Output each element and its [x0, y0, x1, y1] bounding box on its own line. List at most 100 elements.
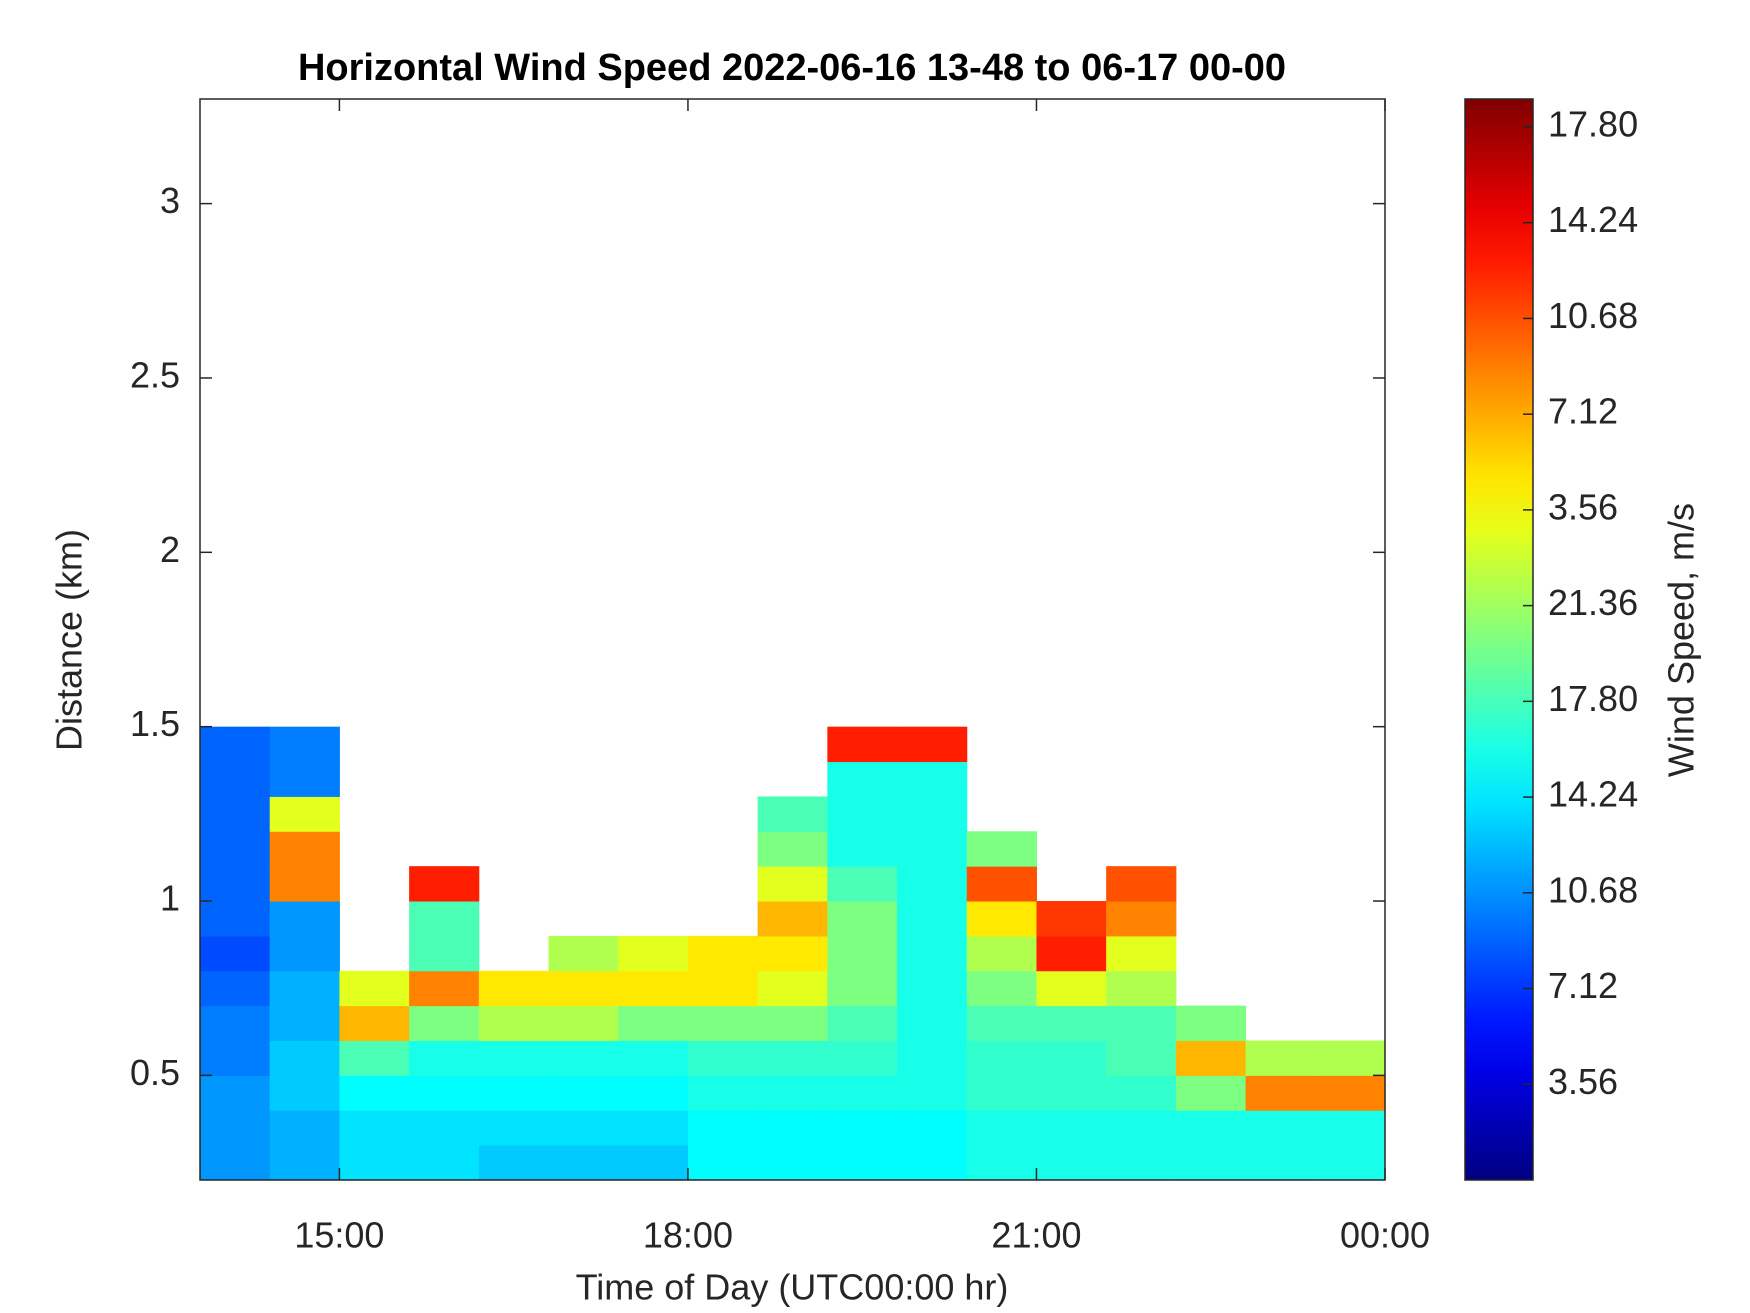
- colorbar-tick-label: 17.80: [1548, 103, 1638, 144]
- colorbar-tick-label: 17.80: [1548, 678, 1638, 719]
- heatmap-cell: [757, 970, 828, 1007]
- heatmap-cell: [966, 1110, 1037, 1146]
- heatmap-cell: [757, 831, 828, 867]
- heatmap-cell: [687, 1005, 759, 1042]
- heatmap-cell: [548, 1145, 619, 1181]
- heatmap-cell: [478, 1075, 550, 1111]
- heatmap-cell: [269, 901, 340, 937]
- heatmap-cell: [687, 1040, 759, 1076]
- heatmap-cell: [1106, 1075, 1177, 1111]
- heatmap-cell: [1106, 970, 1177, 1007]
- colorbar-tick-label: 10.68: [1548, 295, 1638, 336]
- colorbar-tick-label: 14.24: [1548, 199, 1638, 240]
- heatmap-cell: [618, 935, 689, 972]
- heatmap-cell: [757, 866, 828, 902]
- heatmap-cell: [1315, 1040, 1386, 1076]
- heatmap-cell: [200, 1075, 271, 1111]
- heatmap-cell: [966, 935, 1037, 972]
- heatmap-cell: [757, 1075, 828, 1111]
- colorbar-tick-label: 7.12: [1548, 391, 1618, 432]
- heatmap-cell: [200, 1110, 271, 1146]
- heatmap-cell: [339, 1075, 410, 1111]
- heatmap-cell: [897, 831, 968, 867]
- heatmap-cell: [897, 866, 968, 902]
- heatmap-cell: [827, 1145, 898, 1181]
- heatmap-cell: [200, 761, 271, 797]
- heatmap-cell: [757, 796, 828, 832]
- heatmap-cell: [200, 796, 271, 832]
- colorbar-tick-label: 7.12: [1548, 965, 1618, 1006]
- heatmap-cell: [1036, 1040, 1107, 1076]
- heatmap-cell: [897, 935, 968, 972]
- heatmap-cell: [269, 761, 340, 797]
- heatmap-cell: [687, 935, 759, 972]
- heatmap-cell: [269, 1005, 340, 1042]
- colorbar-tick-label: 21.36: [1548, 582, 1638, 623]
- heatmap-cell: [966, 866, 1037, 902]
- heatmap-cell: [827, 901, 898, 937]
- heatmap-cell: [1106, 901, 1177, 937]
- heatmap-cell: [687, 970, 759, 1007]
- heatmap-cell: [339, 1145, 410, 1181]
- heatmap-cell: [200, 726, 271, 763]
- heatmap-cell: [757, 1110, 828, 1146]
- heatmap-cell: [757, 901, 828, 937]
- heatmap-cell: [897, 796, 968, 832]
- x-tick-label: 18:00: [643, 1215, 733, 1256]
- colorbar-tick-label: 3.56: [1548, 486, 1618, 527]
- heatmap-cell: [1245, 1075, 1316, 1111]
- heatmap-cell: [409, 866, 480, 902]
- heatmap-cell: [478, 1110, 550, 1146]
- heatmap-cell: [339, 1110, 410, 1146]
- x-tick-label: 00:00: [1340, 1215, 1430, 1256]
- heatmap-cell: [339, 1005, 410, 1042]
- x-axis-label: Time of Day (UTC00:00 hr): [576, 1267, 1009, 1308]
- heatmap-cell: [827, 1110, 898, 1146]
- heatmap-cell: [897, 1005, 968, 1042]
- heatmap-cell: [269, 831, 340, 867]
- heatmap-cell: [827, 831, 898, 867]
- heatmap-cell: [966, 1075, 1037, 1111]
- heatmap-cell: [897, 726, 968, 763]
- heatmap-cell: [1175, 1005, 1247, 1042]
- heatmap-cell: [269, 796, 340, 832]
- heatmap-cell: [269, 1040, 340, 1076]
- heatmap-cell: [269, 1145, 340, 1181]
- heatmap-cell: [1106, 935, 1177, 972]
- heatmap-cell: [827, 796, 898, 832]
- heatmap-cell: [827, 1040, 898, 1076]
- heatmap-cell: [409, 1110, 480, 1146]
- heatmap-cell: [478, 1005, 550, 1042]
- heatmap-cell: [687, 1145, 759, 1181]
- heatmap-cell: [548, 1040, 619, 1076]
- heatmap-cell: [200, 1145, 271, 1181]
- heatmap-cell: [1245, 1040, 1316, 1076]
- heatmap-cell: [409, 1040, 480, 1076]
- heatmap-cell: [687, 1075, 759, 1111]
- heatmap-cell: [200, 935, 271, 972]
- heatmap-cell: [966, 970, 1037, 1007]
- heatmap-cell: [966, 901, 1037, 937]
- y-tick-label: 1.5: [130, 703, 180, 744]
- heatmap-cell: [618, 1075, 689, 1111]
- heatmap-cell: [618, 1005, 689, 1042]
- heatmap-cell: [966, 1040, 1037, 1076]
- heatmap-cell: [1175, 1075, 1247, 1111]
- heatmap-cell: [200, 866, 271, 902]
- heatmap-cell: [269, 866, 340, 902]
- heatmap-cell: [687, 1110, 759, 1146]
- heatmap-cell: [1036, 1005, 1107, 1042]
- heatmap-cell: [1036, 1110, 1107, 1146]
- heatmap-cell: [200, 970, 271, 1007]
- heatmap-cell: [757, 1005, 828, 1042]
- colorbar-tick-label: 10.68: [1548, 869, 1638, 910]
- heatmap-cell: [966, 831, 1037, 867]
- heatmap-cell: [478, 1145, 550, 1181]
- heatmap-cell: [757, 1145, 828, 1181]
- heatmap-cell: [200, 901, 271, 937]
- heatmap-cell: [1036, 1145, 1107, 1181]
- heatmap-cell: [757, 935, 828, 972]
- heatmap-cell: [1175, 1145, 1247, 1181]
- heatmap-cell: [618, 970, 689, 1007]
- heatmap-cell: [409, 1145, 480, 1181]
